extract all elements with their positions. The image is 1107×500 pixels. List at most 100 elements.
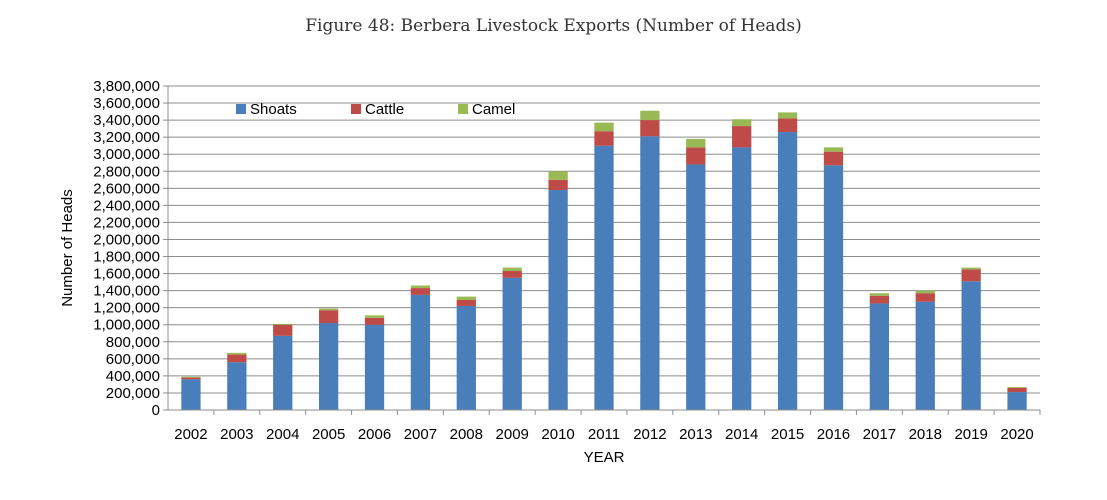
legend-swatch-shoats (236, 104, 246, 114)
bar-camel-2015 (777, 112, 798, 119)
x-tick-label: 2016 (817, 426, 850, 443)
legend-swatch-cattle (351, 104, 361, 114)
x-tick-label: 2003 (220, 426, 253, 443)
y-tick-label: 3,800,000 (93, 78, 160, 95)
x-tick-label: 2011 (588, 426, 620, 443)
bar-cattle-2018 (915, 293, 935, 302)
bar-camel-2006 (364, 315, 385, 318)
bar-camel-2009 (502, 267, 522, 272)
bar-shoats-2009 (502, 277, 522, 410)
bar-cattle-2008 (456, 300, 476, 306)
y-tick-label: 2,600,000 (93, 180, 160, 197)
y-tick-label: 1,000,000 (93, 317, 160, 334)
axes (167, 86, 1041, 415)
y-tick-label: 1,600,000 (93, 266, 160, 283)
bar-shoats-2018 (915, 301, 935, 410)
bar-shoats-2019 (961, 281, 981, 410)
x-tick-labels: 2002 2003 2004 2005 2006 2007 2008 2009 2010 2011… (174, 426, 1033, 443)
bar-shoats-2002 (181, 379, 201, 410)
bar-shoats-2020 (1007, 392, 1027, 410)
y-tick-label: 1,800,000 (93, 249, 160, 266)
bar-cattle-2014 (732, 126, 752, 148)
bar-camel-2003 (227, 352, 247, 355)
x-tick-label: 2013 (679, 426, 712, 443)
x-tick-label: 2020 (1000, 426, 1033, 443)
legend: Shoats Cattle Camel (236, 101, 515, 118)
bar-shoats-2016 (823, 165, 844, 410)
y-tick-label: 0 (152, 402, 160, 419)
x-tick-label: 2006 (358, 426, 391, 443)
bar-cattle-2016 (823, 151, 844, 166)
bar-camel-2012 (640, 110, 660, 121)
x-tick-label: 2007 (404, 426, 437, 443)
x-tick-label: 2015 (771, 426, 804, 443)
bar-camel-2016 (823, 147, 844, 152)
x-tick-label: 2005 (312, 426, 345, 443)
bar-camel-2017 (869, 293, 890, 296)
bar-cattle-2020 (1007, 387, 1027, 393)
y-tick-label: 3,000,000 (93, 146, 160, 163)
x-tick-label: 2009 (496, 426, 529, 443)
bar-shoats-2015 (777, 132, 798, 410)
bar-shoats-2006 (364, 324, 385, 410)
bars (181, 110, 1027, 411)
x-tick-label: 2018 (909, 426, 942, 443)
bar-cattle-2006 (364, 317, 385, 325)
bar-cattle-2002 (181, 377, 201, 380)
x-tick-label: 2017 (863, 426, 896, 443)
bar-cattle-2019 (961, 269, 981, 282)
y-tick-label: 3,400,000 (93, 112, 160, 129)
bar-shoats-2011 (594, 145, 614, 410)
bar-camel-2011 (594, 122, 614, 132)
bar-cattle-2011 (594, 131, 614, 146)
x-tick-label: 2008 (450, 426, 483, 443)
y-tick-label: 1,200,000 (93, 300, 160, 317)
bar-camel-2004 (273, 323, 293, 325)
legend-label-camel: Camel (472, 101, 515, 118)
bar-shoats-2010 (548, 190, 568, 410)
legend-label-shoats: Shoats (250, 101, 297, 118)
bar-camel-2018 (915, 290, 935, 294)
y-tick-label: 2,200,000 (93, 214, 160, 231)
bar-cattle-2004 (273, 324, 293, 336)
y-tick-label: 600,000 (106, 351, 160, 368)
x-tick-label: 2002 (174, 426, 207, 443)
bar-camel-2013 (686, 138, 706, 148)
bar-cattle-2013 (686, 147, 706, 165)
x-tick-label: 2014 (725, 426, 758, 443)
y-tick-label: 400,000 (106, 368, 160, 385)
x-tick-label: 2010 (541, 426, 574, 443)
bar-camel-2008 (456, 296, 476, 301)
bar-cattle-2007 (410, 288, 431, 295)
y-tick-labels: 0200,000400,000600,000800,0001,000,0001,… (93, 78, 160, 419)
bar-camel-2020 (1007, 386, 1027, 388)
legend-swatch-camel (458, 104, 468, 114)
bar-cattle-2010 (548, 179, 568, 191)
y-tick-label: 3,200,000 (93, 129, 160, 146)
bar-camel-2005 (318, 308, 339, 311)
bar-shoats-2005 (318, 323, 339, 410)
y-tick-label: 800,000 (106, 334, 160, 351)
bar-camel-2007 (410, 285, 431, 289)
x-tick-label: 2019 (954, 426, 987, 443)
bar-camel-2002 (181, 376, 201, 378)
bar-cattle-2009 (502, 271, 522, 278)
bar-shoats-2012 (640, 136, 660, 410)
x-axis-title: YEAR (584, 449, 625, 466)
bar-shoats-2008 (456, 305, 476, 410)
y-tick-label: 2,800,000 (93, 163, 160, 180)
y-tick-label: 2,400,000 (93, 197, 160, 214)
bar-cattle-2012 (640, 120, 660, 137)
bar-camel-2014 (732, 119, 752, 127)
bar-shoats-2004 (273, 335, 293, 410)
bar-shoats-2017 (869, 303, 890, 410)
bar-shoats-2013 (686, 164, 706, 410)
bar-cattle-2017 (869, 295, 890, 304)
bar-cattle-2015 (777, 118, 798, 133)
y-tick-label: 3,600,000 (93, 95, 160, 112)
y-axis-title: Number of Heads (59, 189, 76, 307)
bar-shoats-2003 (227, 362, 247, 410)
x-tick-label: 2012 (633, 426, 666, 443)
y-tick-label: 200,000 (106, 385, 160, 402)
